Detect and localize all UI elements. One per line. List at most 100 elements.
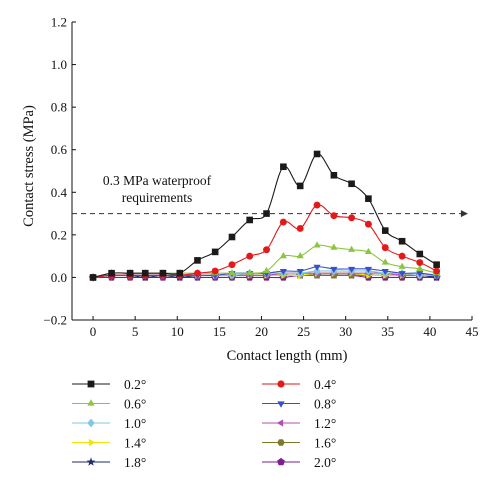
legend-label: 1.0° xyxy=(124,416,146,431)
data-point xyxy=(416,271,424,278)
data-point xyxy=(313,266,321,276)
x-axis-title: Contact length (mm) xyxy=(227,348,348,364)
data-point xyxy=(348,245,356,252)
x-tick-label: 45 xyxy=(466,324,479,339)
legend-marker xyxy=(277,380,285,388)
legend-label: 1.2° xyxy=(314,416,336,431)
data-point xyxy=(313,264,321,271)
data-point xyxy=(381,244,389,252)
data-point xyxy=(141,269,149,277)
series-02 xyxy=(89,150,440,281)
data-point xyxy=(246,269,254,276)
legend-item: 0.8° xyxy=(262,397,336,412)
legend-label: 1.4° xyxy=(124,436,146,451)
y-tick-label: −0.2 xyxy=(43,313,67,328)
y-tick-label: 1.2 xyxy=(51,15,67,30)
x-tick-label: 5 xyxy=(132,324,139,339)
data-point xyxy=(364,266,372,274)
data-point xyxy=(89,274,97,281)
data-point xyxy=(365,195,372,202)
y-tick-label: 0.6 xyxy=(51,142,68,157)
legend-marker xyxy=(87,380,95,388)
x-tick-label: 40 xyxy=(423,324,436,339)
axes: 0 5 10 15 20 25 30 35 40 45 −0.2 0.0 0.2 0.4 0.6 0.8 1.0… xyxy=(43,15,478,340)
data-point xyxy=(194,269,201,277)
data-point xyxy=(211,248,219,256)
data-point xyxy=(279,268,287,276)
legend-marker xyxy=(87,418,95,428)
data-point xyxy=(330,171,338,179)
y-tick-label: 1.0 xyxy=(51,57,67,72)
data-point xyxy=(348,266,356,274)
data-point xyxy=(246,216,253,224)
data-point xyxy=(262,266,271,274)
legend-item: 2.0° xyxy=(262,455,336,470)
legend-label: 0.6° xyxy=(124,397,146,412)
legend-item: 0.4° xyxy=(262,377,336,392)
legend-item: 0.6° xyxy=(72,397,146,412)
data-point xyxy=(313,201,321,209)
x-tick-label: 0 xyxy=(90,324,97,339)
data-point xyxy=(398,262,406,269)
legend-item: 1.0° xyxy=(72,416,146,431)
data-point xyxy=(416,264,424,271)
reference-line-group xyxy=(72,210,468,218)
data-point xyxy=(330,212,338,220)
legend-label: 0.2° xyxy=(124,377,146,392)
data-point xyxy=(348,214,356,222)
series-group xyxy=(88,150,441,282)
data-point xyxy=(279,218,287,226)
data-point xyxy=(296,252,304,259)
legend-label: 1.6° xyxy=(314,436,336,451)
y-tick-label: 0.2 xyxy=(51,227,67,242)
data-point xyxy=(263,246,270,254)
data-point xyxy=(211,267,219,275)
data-point xyxy=(381,258,389,265)
data-point xyxy=(416,250,424,258)
legend-item: 1.4° xyxy=(72,436,146,451)
data-point xyxy=(176,269,184,277)
x-tick-label: 10 xyxy=(171,324,184,339)
x-tick-label: 25 xyxy=(297,324,310,339)
data-point xyxy=(348,180,355,188)
data-point xyxy=(416,259,424,266)
y-tick-label: 0.0 xyxy=(51,270,67,285)
reference-arrowhead xyxy=(460,210,468,218)
legend-label: 1.8° xyxy=(124,455,146,470)
data-point xyxy=(296,225,304,232)
data-point xyxy=(381,227,389,234)
data-point xyxy=(364,247,372,254)
data-point xyxy=(279,252,287,259)
legend-item: 1.6° xyxy=(262,436,336,451)
data-point xyxy=(433,267,441,275)
data-point xyxy=(126,269,134,277)
data-point xyxy=(296,182,304,190)
data-point xyxy=(313,150,321,158)
y-tick-label: 0.4 xyxy=(51,185,68,200)
data-point xyxy=(381,268,389,276)
y-axis-title: Contact stress (MPa) xyxy=(21,105,37,227)
legend-item: 1.8° xyxy=(72,455,146,470)
x-tick-label: 20 xyxy=(255,324,268,339)
legend-item: 0.2° xyxy=(72,377,146,392)
data-point xyxy=(228,269,236,276)
legend-label: 2.0° xyxy=(314,455,336,470)
legend: 0.2° 0.4° 0.6° 0.8° 1.0° 1.2° 1.4° 1.6° 1.8° 2.0° xyxy=(72,377,336,470)
waterproof-annotation-line-1: 0.3 MPa waterproof xyxy=(103,173,212,188)
data-point xyxy=(263,210,270,217)
legend-marker xyxy=(86,457,96,466)
data-point xyxy=(330,243,338,250)
legend-marker xyxy=(276,419,284,427)
legend-marker xyxy=(277,457,285,466)
x-tick-label: 30 xyxy=(339,324,352,339)
data-point xyxy=(433,261,440,268)
y-tick-label: 0.8 xyxy=(51,100,67,115)
data-point xyxy=(364,220,372,228)
x-tick-label: 35 xyxy=(381,324,394,339)
data-point xyxy=(313,241,321,248)
legend-marker xyxy=(87,399,95,406)
data-point xyxy=(246,252,254,260)
legend-label: 0.8° xyxy=(314,397,336,412)
data-point xyxy=(228,261,236,269)
